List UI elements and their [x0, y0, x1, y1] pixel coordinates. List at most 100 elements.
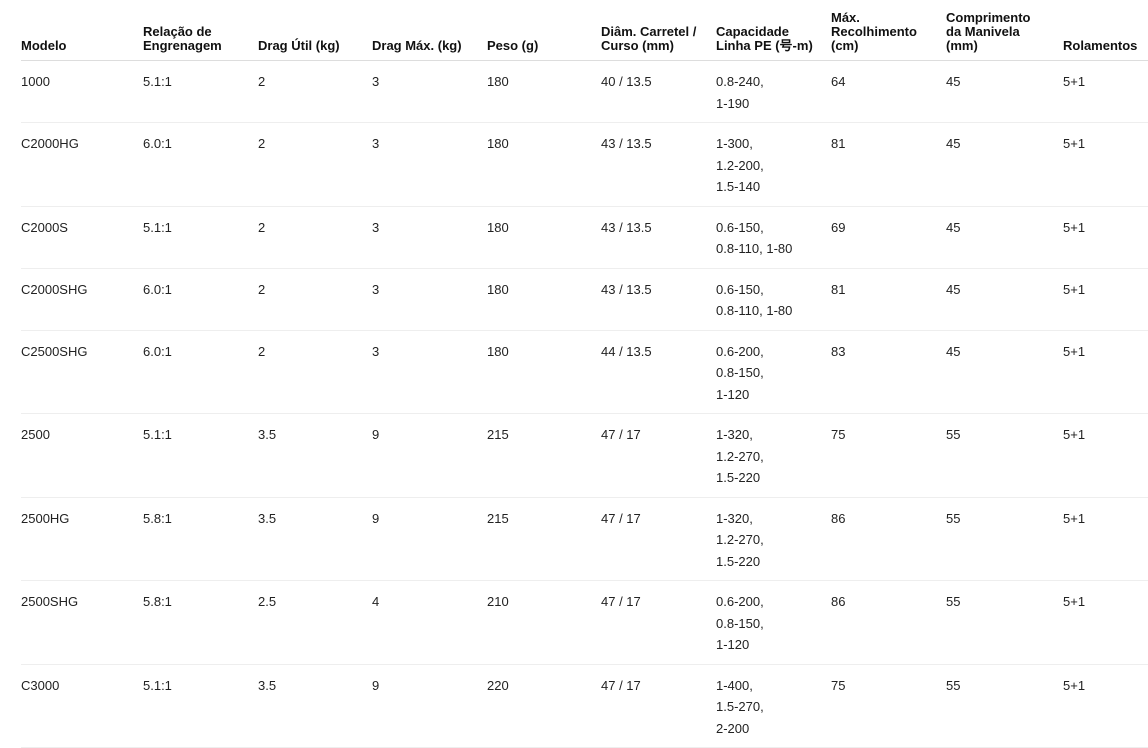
cell-line: 0.6-200, [716, 594, 764, 609]
cell-spool-diameter: 47 / 17 [601, 497, 716, 581]
cell-gear-ratio: 5.1:1 [143, 664, 258, 748]
cell-drag-max: 9 [372, 664, 487, 748]
cell-max-retrieve: 75 [831, 413, 946, 498]
cell-drag-util: 3.5 [258, 413, 372, 498]
cell-weight: 215 [487, 497, 601, 581]
column-header-spool-diameter: Diâm. Carretel / Curso (mm) [601, 0, 716, 61]
cell-line: 1.5-270, [716, 699, 764, 714]
cell-weight: 215 [487, 413, 601, 498]
cell-pe-capacity: 0.6-150, 0.8-110, 1-80 [716, 268, 831, 331]
cell-line: 1.2-270, [716, 448, 764, 464]
cell-handle-length: 45 [946, 60, 1063, 123]
cell-weight: 180 [487, 60, 601, 123]
cell-handle-length: 45 [946, 330, 1063, 414]
cell-bearings: 5+1 [1063, 60, 1148, 123]
column-header-gear-ratio: Relação de Engrenagem [143, 0, 258, 61]
column-header-bearings: Rolamentos [1063, 0, 1148, 61]
cell-spool-diameter: 47 / 17 [601, 664, 716, 748]
cell-max-retrieve: 83 [831, 330, 946, 414]
cell-drag-max: 9 [372, 413, 487, 498]
table-row: C2000SHG 6.0:1 2 3 180 43 / 13.5 0.6-150, 0.8-1… [21, 268, 1148, 331]
column-header-handle-length: Comprimento da Manivela (mm) [946, 0, 1063, 61]
cell-gear-ratio: 5.1:1 [143, 60, 258, 123]
cell-pe-capacity: 0.6-200, 0.8-150, 1-120 [716, 330, 831, 414]
cell-bearings: 5+1 [1063, 497, 1148, 581]
cell-drag-max: 3 [372, 60, 487, 123]
cell-drag-util: 2 [258, 330, 372, 414]
cell-drag-max: 3 [372, 330, 487, 414]
cell-handle-length: 45 [946, 268, 1063, 331]
cell-line: 1-400, [716, 677, 753, 693]
cell-drag-max: 3 [372, 122, 487, 207]
cell-drag-max: 9 [372, 497, 487, 581]
column-header-drag-util: Drag Útil (kg) [258, 0, 372, 61]
table-row: C2000S 5.1:1 2 3 180 43 / 13.5 0.6-150, 0.8-110… [21, 206, 1148, 269]
column-header-model: Modelo [21, 0, 143, 61]
cell-weight: 180 [487, 330, 601, 414]
table-row: C2000HG 6.0:1 2 3 180 43 / 13.5 1-300, 1.2-200,… [21, 122, 1148, 207]
cell-bearings: 5+1 [1063, 580, 1148, 665]
cell-pe-capacity: 1-300, 1.2-200, 1.5-140 [716, 122, 831, 207]
cell-line: 0.8-110, 1-80 [716, 303, 793, 318]
cell-line: 0.6-150, [716, 281, 764, 297]
cell-line: 1-120 [716, 386, 750, 402]
table-row: 2500SHG 5.8:1 2.5 4 210 47 / 17 0.6-200, 0.8-15… [21, 580, 1148, 665]
cell-max-retrieve: 75 [831, 664, 946, 748]
cell-spool-diameter: 40 / 13.5 [601, 60, 716, 123]
cell-drag-max: 3 [372, 206, 487, 269]
cell-model: C3000 [21, 664, 143, 748]
cell-bearings: 5+1 [1063, 268, 1148, 331]
cell-max-retrieve: 81 [831, 268, 946, 331]
cell-weight: 210 [487, 580, 601, 665]
cell-line: 0.6-200, [716, 343, 764, 359]
cell-line: 1.5-220 [716, 470, 761, 485]
cell-max-retrieve: 86 [831, 497, 946, 581]
cell-line: 1-300, [716, 136, 753, 151]
cell-bearings: 5+1 [1063, 122, 1148, 207]
table-row: 2500HG 5.8:1 3.5 9 215 47 / 17 1-320, 1.2-270, 1… [21, 497, 1148, 581]
cell-gear-ratio: 6.0:1 [143, 268, 258, 331]
table-row: C2500SHG 6.0:1 2 3 180 44 / 13.5 0.6-200, 0.8-1… [21, 330, 1148, 414]
cell-pe-capacity: 1-320, 1.2-270, 1.5-220 [716, 497, 831, 581]
cell-handle-length: 55 [946, 413, 1063, 498]
cell-handle-length: 55 [946, 580, 1063, 665]
cell-spool-diameter: 43 / 13.5 [601, 206, 716, 269]
cell-spool-diameter: 43 / 13.5 [601, 268, 716, 331]
cell-model: C2500SHG [21, 330, 143, 414]
cell-line: 1.2-200, [716, 157, 764, 173]
cell-spool-diameter: 47 / 17 [601, 413, 716, 498]
cell-line: 0.8-150, [716, 615, 764, 631]
cell-line: 1-320, [716, 510, 753, 526]
column-header-weight: Peso (g) [487, 0, 601, 61]
cell-line: 1.2-270, [716, 532, 764, 547]
cell-model: C2000HG [21, 122, 143, 207]
cell-line: 1.5-220 [716, 553, 761, 569]
reel-specs-table: Modelo Relação de Engrenagem Drag Útil (kg… [21, 0, 1148, 748]
cell-handle-length: 45 [946, 122, 1063, 207]
cell-bearings: 5+1 [1063, 206, 1148, 269]
cell-gear-ratio: 5.1:1 [143, 206, 258, 269]
cell-gear-ratio: 5.8:1 [143, 497, 258, 581]
cell-pe-capacity: 1-320, 1.2-270, 1.5-220 [716, 413, 831, 498]
cell-gear-ratio: 5.1:1 [143, 413, 258, 498]
column-header-pe-capacity: Capacidade Linha PE (号-m) [716, 0, 831, 61]
cell-bearings: 5+1 [1063, 664, 1148, 748]
cell-bearings: 5+1 [1063, 330, 1148, 414]
cell-max-retrieve: 81 [831, 122, 946, 207]
cell-gear-ratio: 5.8:1 [143, 580, 258, 665]
cell-weight: 180 [487, 206, 601, 269]
cell-pe-capacity: 0.6-150, 0.8-110, 1-80 [716, 206, 831, 269]
column-header-max-retrieve: Máx. Recolhimento (cm) [831, 0, 946, 61]
cell-line: 1-190 [716, 95, 750, 111]
cell-drag-util: 3.5 [258, 664, 372, 748]
cell-model: C2000S [21, 206, 143, 269]
cell-line: 1-120 [716, 637, 750, 652]
cell-line: 0.8-240, [716, 74, 764, 89]
cell-weight: 180 [487, 268, 601, 331]
cell-gear-ratio: 6.0:1 [143, 330, 258, 414]
cell-line: 1.5-140 [716, 179, 761, 194]
cell-line: 0.8-110, 1-80 [716, 241, 793, 256]
cell-drag-util: 2 [258, 60, 372, 123]
cell-max-retrieve: 64 [831, 60, 946, 123]
table-row: 2500 5.1:1 3.5 9 215 47 / 17 1-320, 1.2-270, 1.5… [21, 413, 1148, 498]
